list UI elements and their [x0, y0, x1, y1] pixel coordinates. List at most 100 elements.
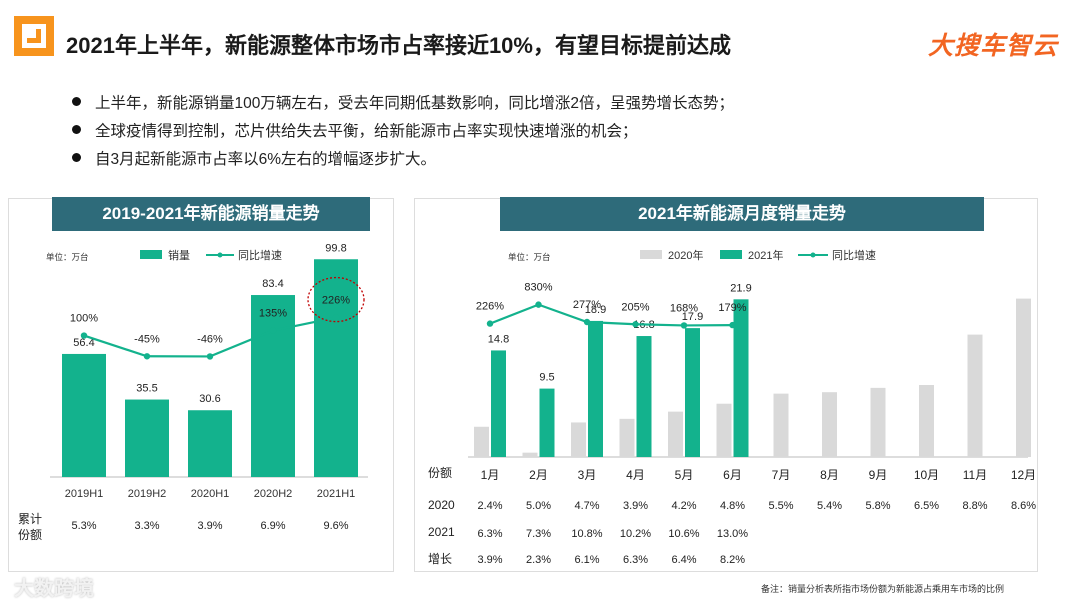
share-2021-value: 13.0% [717, 528, 748, 540]
share-2020-value: 8.8% [962, 500, 987, 512]
share-row-label: 累计 [18, 512, 42, 526]
growth-point [729, 321, 736, 329]
highlight-circle [307, 276, 365, 323]
bar-2020-8月 [822, 392, 837, 457]
share-row-label: 增长 [428, 552, 452, 566]
x-tick-label: 10月 [914, 468, 939, 482]
bullet-text: 全球疫情得到控制，芯片供给失去平衡，给新能源市占率实现快速增涨的机会； [95, 123, 638, 140]
bar-2020-11月 [967, 334, 983, 457]
growth-label: 226% [476, 301, 504, 313]
x-tick-label: 1月 [481, 468, 500, 482]
legend-2021-label: 2021年 [748, 248, 783, 262]
bar-2020-6月 [716, 403, 732, 457]
x-tick-label: 9月 [869, 468, 888, 482]
bar-2020-2月 [522, 452, 538, 457]
growth-label: -45% [134, 333, 160, 345]
share-2020-value: 5.8% [865, 500, 890, 512]
footnote: 备注：销量分析表所指市场份额为新能源占乘用车市场的比例 [760, 584, 1004, 594]
share-2020-value: 5.4% [817, 500, 842, 512]
bar-value-label: 18.9 [585, 304, 606, 316]
share-2020-value: 3.9% [623, 500, 648, 512]
share-value: 3.9% [197, 520, 222, 532]
growth-label: 168% [670, 302, 698, 314]
bar-2021-3月 [588, 320, 603, 457]
unit-label: 单位：万台 [46, 252, 89, 262]
share-value: 5.3% [71, 520, 96, 532]
bar-2020-3月 [571, 422, 586, 457]
x-tick-label: 2020H1 [191, 488, 230, 500]
bar-2020-12月 [1016, 298, 1031, 457]
growth-label: 205% [621, 301, 649, 313]
share-growth-value: 8.2% [720, 554, 745, 566]
legend-line-label: 同比增速 [238, 248, 282, 262]
bullet-text: 自3月起新能源市占率以6%左右的增幅逐步扩大。 [95, 151, 437, 168]
share-2020-value: 5.5% [768, 500, 793, 512]
bar-2020H1 [188, 410, 232, 477]
share-row-header: 份额 [428, 466, 452, 480]
bar-2021-2月 [539, 388, 555, 457]
x-tick-label: 12月 [1011, 468, 1036, 482]
x-tick-label: 6月 [723, 468, 742, 482]
bar-2021H1 [314, 259, 358, 477]
growth-label: 179% [718, 302, 746, 314]
share-value: 3.3% [134, 520, 159, 532]
share-growth-value: 3.9% [477, 554, 502, 566]
bar-value-label: 17.9 [682, 311, 703, 323]
bullet-dot-icon [72, 97, 81, 107]
legend-2021-swatch [720, 250, 742, 259]
x-tick-label: 8月 [820, 468, 839, 482]
legend-line-label: 同比增速 [832, 248, 876, 262]
legend-2020-label: 2020年 [668, 248, 703, 262]
share-2021-value: 6.3% [477, 528, 502, 540]
x-tick-label: 2月 [529, 468, 548, 482]
growth-label: 100% [70, 313, 98, 325]
growth-point [680, 322, 688, 329]
bullet-item: 自3月起新能源市占率以6%左右的增幅逐步扩大。 [72, 146, 734, 174]
bar-value-label: 14.8 [488, 333, 509, 345]
legend-bar-swatch [140, 250, 162, 259]
x-tick-label: 2019H2 [128, 488, 167, 500]
growth-point [80, 332, 88, 339]
right-panel-header: 2021年新能源月度销量走势 [500, 197, 984, 231]
growth-label: 135% [259, 308, 287, 320]
share-2020-value: 4.7% [574, 500, 599, 512]
share-growth-value: 2.3% [526, 554, 551, 566]
legend-bar-label: 销量 [168, 248, 190, 262]
bar-value-label: 83.4 [262, 278, 283, 290]
share-row-label: 份额 [18, 528, 42, 542]
x-tick-label: 11月 [963, 468, 987, 482]
growth-point [583, 318, 591, 326]
bullet-item: 全球疫情得到控制，芯片供给失去平衡，给新能源市占率实现快速增涨的机会； [72, 118, 734, 146]
bar-2021-1月 [491, 350, 506, 457]
growth-label: 226% [322, 295, 350, 307]
bar-value-label: 30.6 [199, 393, 220, 405]
share-growth-value: 6.3% [623, 554, 648, 566]
legend-2020-swatch [640, 250, 662, 259]
share-row-label: 2020 [428, 498, 455, 512]
bullet-dot-icon [72, 153, 81, 163]
bar-2020-9月 [870, 387, 886, 457]
growth-point [632, 321, 639, 328]
share-2020-value: 4.8% [720, 500, 745, 512]
x-tick-label: 3月 [578, 468, 597, 482]
share-value: 6.9% [260, 520, 285, 532]
bar-value-label: 99.8 [325, 242, 346, 254]
bullet-list: 上半年，新能源销量100万辆左右，受去年同期低基数影响，同比增涨2倍，呈强势增长… [72, 90, 734, 174]
bar-value-label: 21.9 [730, 282, 751, 294]
x-tick-label: 7月 [772, 468, 791, 482]
share-2020-value: 6.5% [914, 500, 939, 512]
growth-point [486, 320, 494, 327]
left-chart: 单位：万台 销量 同比增速 56.4 2019H1 5.3% 35.5 2019H2 3.3% 3… [18, 242, 368, 542]
left-panel-header: 2019-2021年新能源销量走势 [52, 197, 370, 231]
share-2020-value: 4.2% [671, 500, 696, 512]
logo-icon [14, 16, 54, 56]
share-2021-value: 10.2% [620, 528, 651, 540]
share-growth-value: 6.1% [574, 554, 599, 566]
share-growth-value: 6.4% [671, 554, 696, 566]
bullet-item: 上半年，新能源销量100万辆左右，受去年同期低基数影响，同比增涨2倍，呈强势增长… [72, 90, 734, 118]
growth-line [489, 303, 733, 327]
growth-point [535, 301, 542, 308]
x-tick-label: 2020H2 [254, 488, 293, 500]
unit-label: 单位：万台 [508, 252, 551, 262]
bullet-dot-icon [72, 125, 81, 135]
